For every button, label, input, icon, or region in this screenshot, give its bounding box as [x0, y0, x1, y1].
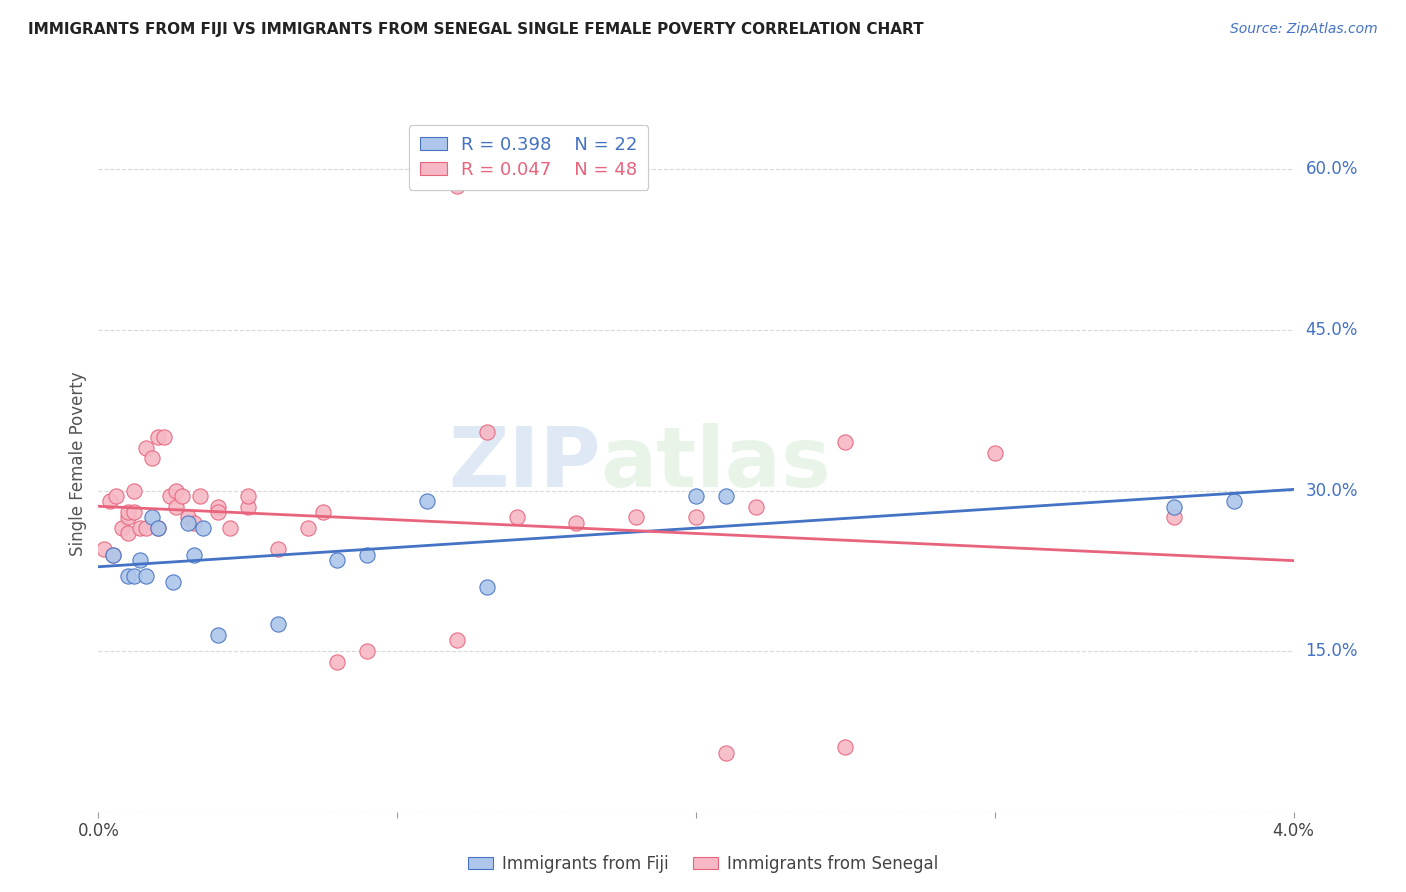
Point [172, 489, 194, 503]
Point [177, 510, 200, 524]
Point [236, 489, 259, 503]
Point [135, 521, 157, 535]
Legend: Immigrants from Fiji, Immigrants from Senegal: Immigrants from Fiji, Immigrants from Se… [461, 848, 945, 880]
Point [356, 644, 378, 658]
Point [129, 553, 152, 567]
Point [745, 500, 768, 514]
Point [124, 569, 146, 583]
Point [506, 510, 529, 524]
Point [1163, 510, 1185, 524]
Point [446, 178, 468, 193]
Point [267, 542, 290, 557]
Text: 60.0%: 60.0% [1305, 161, 1358, 178]
Point [129, 521, 152, 535]
Point [326, 655, 349, 669]
Point [141, 451, 163, 466]
Point [148, 430, 170, 444]
Point [183, 548, 205, 562]
Point [135, 441, 157, 455]
Point [141, 510, 163, 524]
Point [475, 425, 498, 439]
Point [714, 746, 737, 760]
Point [834, 435, 856, 450]
Text: 45.0%: 45.0% [1305, 321, 1358, 339]
Point [183, 516, 205, 530]
Point [191, 521, 214, 535]
Point [685, 510, 707, 524]
Point [624, 510, 647, 524]
Point [153, 430, 176, 444]
Point [565, 516, 588, 530]
Point [177, 516, 200, 530]
Point [1163, 500, 1185, 514]
Point [326, 553, 349, 567]
Text: IMMIGRANTS FROM FIJI VS IMMIGRANTS FROM SENEGAL SINGLE FEMALE POVERTY CORRELATIO: IMMIGRANTS FROM FIJI VS IMMIGRANTS FROM … [28, 22, 924, 37]
Point [475, 580, 498, 594]
Point [111, 521, 134, 535]
Point [311, 505, 333, 519]
Point [117, 526, 139, 541]
Point [1222, 494, 1246, 508]
Point [714, 489, 737, 503]
Point [834, 740, 856, 755]
Point [162, 574, 184, 589]
Point [103, 548, 125, 562]
Point [188, 489, 211, 503]
Point [105, 489, 128, 503]
Text: 15.0%: 15.0% [1305, 642, 1358, 660]
Point [416, 494, 439, 508]
Point [124, 505, 146, 519]
Point [983, 446, 1005, 460]
Text: ZIP: ZIP [449, 424, 600, 504]
Point [93, 542, 115, 557]
Point [159, 489, 181, 503]
Legend: R = 0.398    N = 22, R = 0.047    N = 48: R = 0.398 N = 22, R = 0.047 N = 48 [409, 125, 648, 190]
Text: Source: ZipAtlas.com: Source: ZipAtlas.com [1230, 22, 1378, 37]
Text: 30.0%: 30.0% [1305, 482, 1358, 500]
Point [148, 521, 170, 535]
Point [148, 521, 170, 535]
Point [117, 569, 139, 583]
Point [207, 505, 229, 519]
Point [207, 628, 229, 642]
Point [98, 494, 122, 508]
Point [685, 489, 707, 503]
Point [446, 633, 468, 648]
Point [124, 483, 146, 498]
Point [297, 521, 319, 535]
Point [135, 569, 157, 583]
Point [236, 500, 259, 514]
Point [165, 483, 187, 498]
Point [207, 500, 229, 514]
Point [267, 617, 290, 632]
Point [219, 521, 242, 535]
Point [356, 548, 378, 562]
Point [117, 510, 139, 524]
Point [117, 505, 139, 519]
Point [165, 500, 187, 514]
Y-axis label: Single Female Poverty: Single Female Poverty [69, 372, 87, 556]
Point [103, 548, 125, 562]
Text: atlas: atlas [600, 424, 831, 504]
